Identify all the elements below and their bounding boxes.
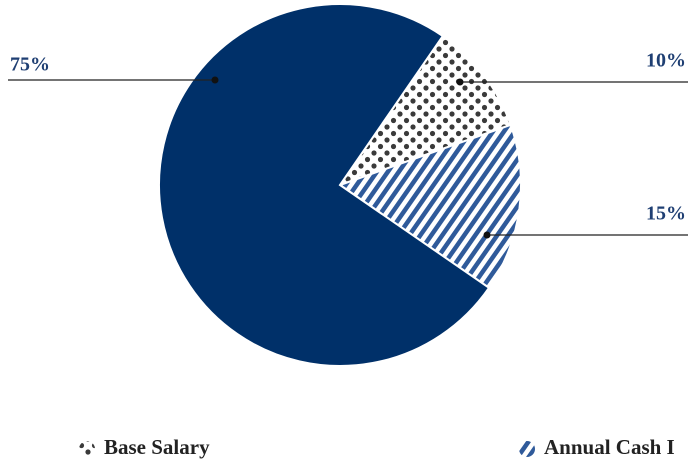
pie-slice bbox=[158, 3, 491, 367]
legend-label: Base Salary bbox=[104, 435, 210, 459]
value-label: 75% bbox=[10, 54, 50, 76]
legend-label: Annual Cash I bbox=[544, 435, 675, 459]
pie-slice bbox=[337, 123, 522, 290]
value-label: 15% bbox=[646, 203, 686, 225]
leader-dot bbox=[456, 78, 464, 86]
value-label: 10% bbox=[646, 50, 686, 72]
legend-swatch bbox=[519, 441, 535, 457]
pie-slice bbox=[337, 34, 512, 187]
legend-swatch bbox=[79, 441, 95, 457]
leader-dot bbox=[211, 76, 219, 84]
leader-dot bbox=[483, 231, 491, 239]
